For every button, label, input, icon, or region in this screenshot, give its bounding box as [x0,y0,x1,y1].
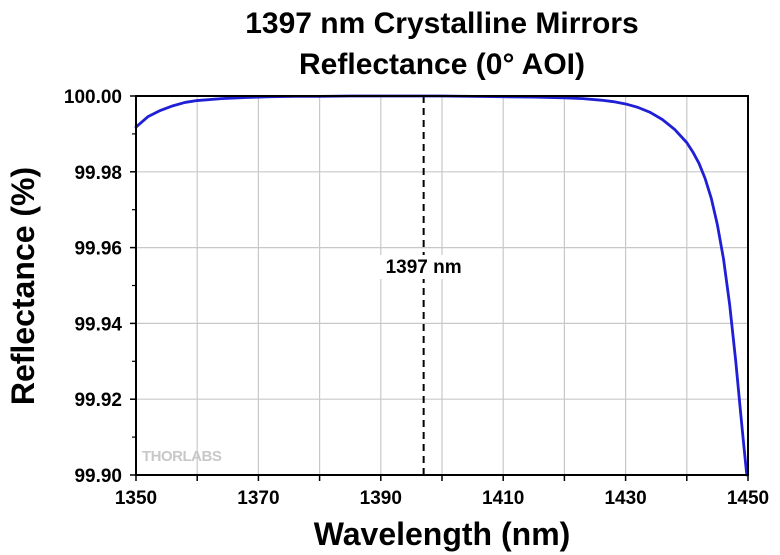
chart-title: 1397 nm Crystalline Mirrors [245,7,639,40]
thorlabs-logo: THORLABS [142,448,222,465]
y-tick-labels: 99.90 99.92 99.94 99.96 99.98 100.00 [64,87,123,487]
x-tick-label: 1370 [237,488,279,509]
x-tick-label: 1450 [727,488,769,509]
x-tick-label: 1390 [360,488,402,509]
x-tick-labels: 1350 1370 1390 1410 1430 1450 [115,488,769,509]
y-axis-label: Reflectance (%) [5,167,41,405]
plot-frame [135,95,749,476]
annotation-label: 1397 nm [386,257,462,278]
x-tick-label: 1350 [115,488,157,509]
y-tick-label: 99.90 [74,466,122,487]
minor-ticks [130,95,749,481]
x-tick-label: 1430 [604,488,646,509]
gridlines [136,96,748,475]
chart-subtitle: Reflectance (0° AOI) [299,48,585,81]
series-line [134,94,749,477]
x-tick-label: 1410 [482,488,524,509]
y-tick-label: 100.00 [64,87,122,108]
annotation-marker [377,96,470,475]
y-tick-label: 99.98 [74,163,122,184]
y-tick-label: 99.92 [74,390,122,411]
series-lines [134,94,749,477]
y-tick-label: 99.96 [74,239,122,260]
x-axis-label: Wavelength (nm) [314,516,571,552]
annotation-label-bg [377,255,470,279]
y-tick-label: 99.94 [74,314,122,335]
